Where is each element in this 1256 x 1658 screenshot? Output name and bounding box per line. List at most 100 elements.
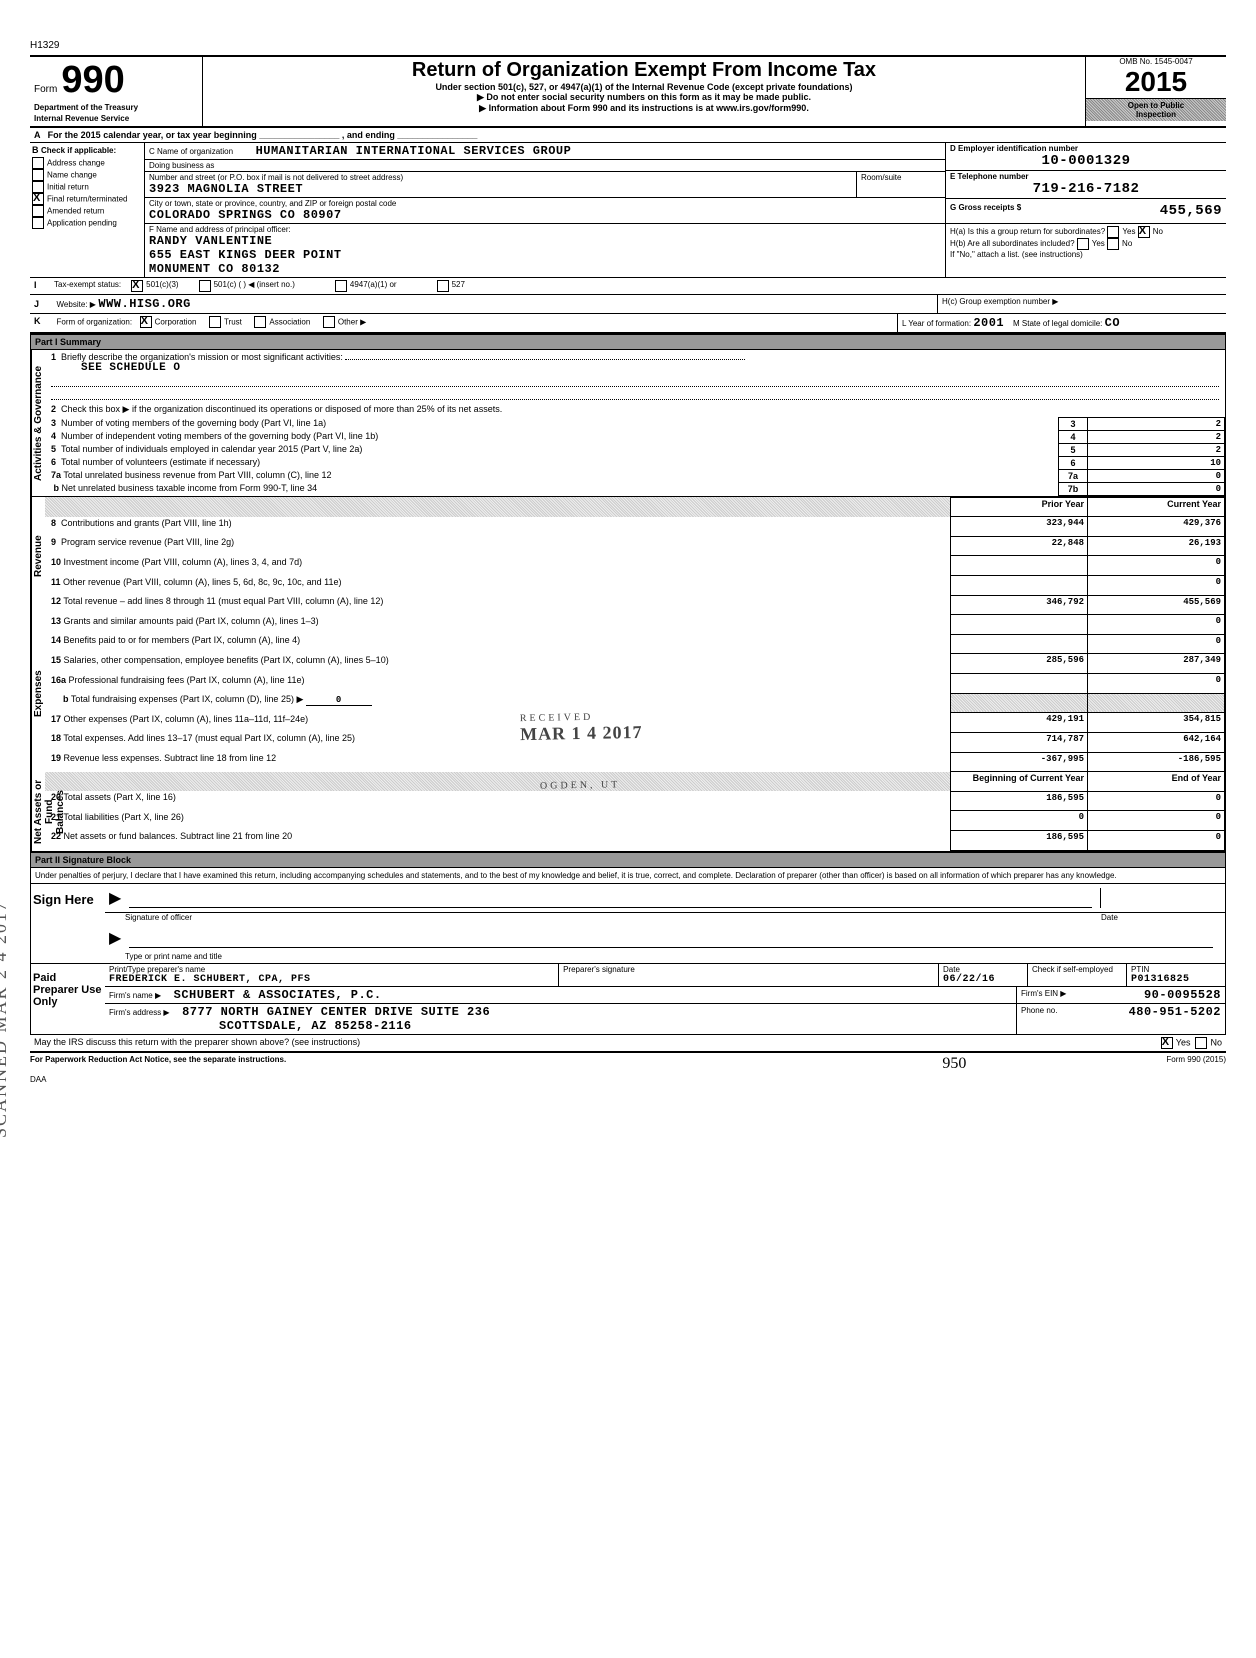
part1-financials: Revenue Expenses Net Assets or Fund Bala… [30,497,1226,852]
box-b: B Check if applicable: Address change Na… [30,143,145,277]
footer-row: For Paperwork Reduction Act Notice, see … [30,1053,1226,1075]
chk-501c3[interactable] [131,280,143,292]
irs-yes: Yes [1176,1037,1191,1047]
l19c: -186,595 [1088,752,1225,772]
l9c: 26,193 [1088,536,1225,556]
declaration: Under penalties of perjury, I declare th… [30,868,1226,884]
l14c: 0 [1088,634,1225,654]
dept-line2: Internal Revenue Service [34,115,194,124]
l18p: 714,787 [951,732,1088,752]
chk-amended-return[interactable] [32,205,44,217]
i-desc: Tax-exempt status: [54,280,121,292]
l4-text: Number of independent voting members of … [61,431,378,441]
k-opt4: Other ▶ [338,317,366,326]
form-note1: ▶ Do not enter social security numbers o… [205,92,1083,103]
handwritten-number: 950 [942,1055,966,1073]
form-note2: ▶ Information about Form 990 and its ins… [205,103,1083,114]
form-header: Form 990 Department of the Treasury Inte… [30,55,1226,128]
l13: Grants and similar amounts paid (Part IX… [64,616,319,626]
l17c: 354,815 [1088,713,1225,733]
chk-corp[interactable] [140,316,152,328]
j-label: J [34,299,54,309]
c-dba: Doing business as [145,160,945,172]
chk-527[interactable] [437,280,449,292]
chk-irs-yes[interactable] [1161,1037,1173,1049]
firm-ein-label: Firm's EIN ▶ [1021,989,1066,998]
side-netassets: Net Assets or Fund Balances [31,773,45,851]
chk-app-pending[interactable] [32,217,44,229]
firm-addr1: 8777 NORTH GAINEY CENTER DRIVE SUITE 236 [182,1005,490,1019]
c-addr-label: Number and street (or P.O. box if mail i… [149,173,852,182]
chk-address-change[interactable] [32,157,44,169]
chk-hb-no[interactable] [1107,238,1119,250]
l15p: 285,596 [951,654,1088,674]
l19p: -367,995 [951,752,1088,772]
l22c: 0 [1088,830,1225,850]
e-label: E Telephone number [950,172,1222,181]
l12c: 455,569 [1088,595,1225,615]
c-city: COLORADO SPRINGS CO 80907 [149,208,941,222]
omb-number: OMB No. 1545-0047 [1086,57,1226,66]
foot-right: Form 990 (2015) [1166,1055,1226,1073]
stamp-date: MAR 1 4 2017 [520,722,643,745]
paid-preparer-block: Paid Preparer Use Only Print/Type prepar… [30,964,1226,1035]
prep-date: 06/22/16 [943,974,1023,985]
phone-label: Phone no. [1021,1006,1057,1015]
form-number: 990 [61,59,124,102]
form-year: 2015 [1086,66,1226,98]
l17p: 429,191 [951,713,1088,733]
top-code: H1329 [30,40,1226,51]
c-officer-addr: 655 EAST KINGS DEER POINT [149,248,941,262]
i-opt3: 4947(a)(1) or [350,280,397,292]
l10p [951,556,1088,576]
l20: Total assets (Part X, line 16) [63,792,176,802]
l11p [951,576,1088,596]
chk-ha-yes[interactable] [1107,226,1119,238]
side-activities: Activities & Governance [31,350,45,496]
l13p [951,615,1088,635]
chk-assoc[interactable] [254,316,266,328]
line-k: K Form of organization: Corporation Trus… [30,314,897,332]
i-label: I [34,280,54,292]
chk-ha-no[interactable] [1138,226,1150,238]
c-room: Room/suite [856,172,945,197]
line-l: L Year of formation: 2001 M State of leg… [897,314,1226,332]
chk-name-change[interactable] [32,169,44,181]
hdr-prior: Prior Year [951,497,1088,517]
l19: Revenue less expenses. Subtract line 18 … [64,753,277,763]
l20p: 186,595 [951,791,1088,811]
hb-no: No [1122,239,1132,248]
lbl-address-change: Address change [47,158,105,167]
chk-irs-no[interactable] [1195,1037,1207,1049]
prep-name-label: Print/Type preparer's name [109,965,554,974]
k-opt1: Corporation [155,317,197,326]
lbl-initial-return: Initial return [47,182,89,191]
c-officer-label: F Name and address of principal officer: [149,225,941,234]
i-opt1: 501(c)(3) [146,280,178,292]
chk-4947[interactable] [335,280,347,292]
firm-addr2: SCOTTSDALE, AZ 85258-2116 [219,1019,1012,1033]
sig-date-label: Date [1101,913,1221,922]
h-b: H(b) Are all subordinates included? [950,239,1075,248]
j-value: WWW.HISG.ORG [98,297,190,311]
self-emp-label: Check if self-employed [1032,965,1113,974]
l10: Investment income (Part VIII, column (A)… [64,557,303,567]
l6-text: Total number of volunteers (estimate if … [61,457,260,467]
dept-line1: Department of the Treasury [34,104,194,113]
c-city-label: City or town, state or province, country… [149,199,941,208]
entity-section: B Check if applicable: Address change Na… [30,143,1226,278]
chk-final-return[interactable] [32,193,44,205]
ptin: P01316825 [1131,974,1221,985]
l21p: 0 [951,811,1088,831]
l8p: 323,944 [951,517,1088,537]
sign-here-label: Sign Here [31,884,105,963]
chk-other[interactable] [323,316,335,328]
l22p: 186,595 [951,830,1088,850]
k-label: K [34,316,54,326]
form-label: Form [34,84,57,95]
l14: Benefits paid to or for members (Part IX… [64,635,301,645]
chk-hb-yes[interactable] [1077,238,1089,250]
chk-501c[interactable] [199,280,211,292]
chk-trust[interactable] [209,316,221,328]
g-label: G Gross receipts $ [950,203,1021,219]
